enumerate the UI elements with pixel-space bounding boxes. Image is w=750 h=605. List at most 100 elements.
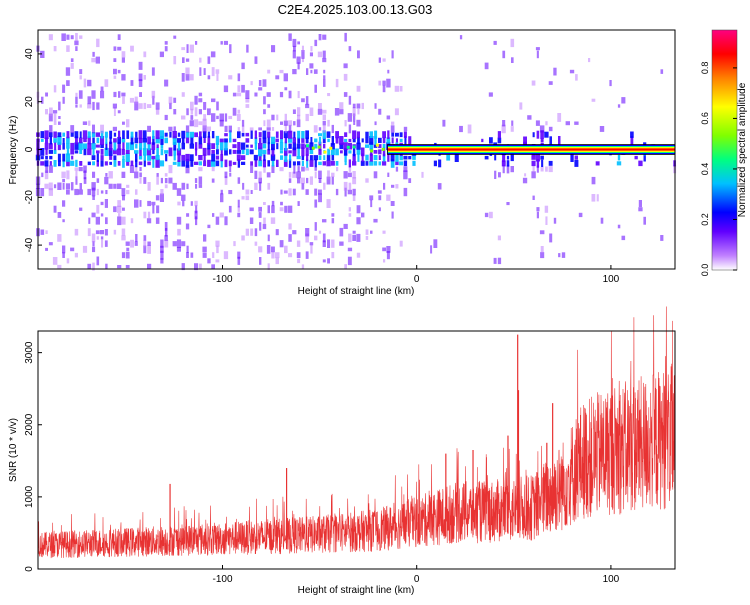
spectrogram-cell (591, 176, 596, 185)
spectrogram-cell (378, 161, 381, 166)
spectrogram-cell (79, 149, 83, 154)
spectrogram-cell (322, 259, 326, 263)
spectrogram-cell (173, 141, 177, 151)
spectrogram-cell (395, 184, 399, 189)
spectrogram-cell (207, 159, 211, 167)
spectrogram-cell (569, 69, 575, 74)
spectrogram-cell (267, 136, 270, 145)
spectrogram-cell (186, 44, 189, 53)
spectrogram-cell (70, 132, 74, 137)
spectrogram-cell (155, 155, 160, 161)
spectrogram-cell (323, 75, 326, 80)
snr-ytick-label: 3000 (24, 341, 35, 364)
spectrogram-cell (189, 131, 194, 138)
spectrogram-cell (323, 150, 327, 154)
spectrogram-cell (306, 144, 309, 148)
spectrogram-cell (83, 138, 87, 143)
spectrogram-cell (134, 101, 139, 111)
spectrogram-cell (293, 121, 296, 126)
spectrogram-cell (241, 62, 245, 70)
spectrogram-cell (275, 252, 280, 259)
spectrogram-cell (254, 170, 258, 179)
spectrogram-cell (91, 187, 96, 197)
spectrogram-cell (309, 52, 313, 57)
spectrogram-cell (172, 241, 177, 247)
spectrogram-cell (159, 130, 164, 139)
spectrogram-cell (323, 155, 326, 160)
spectrogram-cell (370, 199, 373, 208)
spectrogram-cell (168, 165, 173, 174)
spectrogram-cell (82, 130, 88, 139)
spectrogram-cell (189, 154, 194, 161)
spectrogram-cell (301, 147, 305, 157)
spectrogram-cell (147, 148, 152, 156)
spectrogram-cell (228, 125, 232, 133)
spectrogram-cell (322, 233, 326, 243)
spectrogram-cell (356, 119, 361, 127)
spectrogram-cell (348, 159, 351, 168)
spectrogram-cell (62, 183, 65, 190)
spectrogram-cell (78, 137, 83, 144)
spectrogram-cell (118, 91, 121, 98)
spectrogram-cell (190, 108, 194, 115)
spectrogram-cell (374, 103, 377, 109)
spectrogram-cell (531, 160, 536, 167)
spectrogram-cell (250, 190, 253, 194)
spectrogram-cell (237, 127, 240, 131)
spectrogram-cell (317, 108, 323, 115)
spectrogram-cell (309, 242, 314, 246)
spectrogram-cell (164, 41, 168, 45)
spectrogram-cell (181, 263, 185, 271)
spectrogram-cell (109, 136, 112, 144)
spectrogram-cell (536, 211, 539, 219)
snr-xtick-label: -100 (212, 574, 232, 585)
spectrogram-cell (263, 202, 266, 205)
spectrogram-cell (318, 136, 322, 144)
spectrogram-cell (143, 245, 147, 254)
spectrogram-cell (591, 194, 596, 202)
spectrogram-cell (207, 131, 210, 138)
spectrogram-cell (87, 136, 91, 145)
spectrogram-cell (310, 46, 313, 52)
spectrogram-cell (314, 39, 318, 47)
spectrogram-cell (254, 92, 258, 97)
spectrogram-cell (58, 160, 61, 167)
spectrogram-cell (216, 101, 219, 111)
spectrogram-cell (394, 85, 400, 92)
spectrogram-cell (288, 90, 292, 99)
spectrogram-cell (70, 62, 74, 69)
spectrogram-cell (267, 234, 270, 242)
spectrogram-cell (177, 141, 181, 151)
spectrogram-cell (52, 257, 58, 265)
spectrogram-cell (536, 159, 540, 168)
spectrogram-cell (365, 137, 369, 144)
spectrogram-cell (296, 252, 301, 258)
spectrogram-cell (403, 166, 408, 172)
spectrogram-cell (343, 92, 348, 97)
spectrogram-cell (62, 96, 65, 104)
snr-line (37, 306, 676, 559)
spectrogram-cell (347, 142, 352, 150)
spectrogram-cell (203, 102, 207, 110)
spectrogram-cell (232, 144, 237, 149)
spectrogram-cell (237, 177, 241, 184)
spectrogram-cell (421, 171, 424, 178)
spectrogram-cell (185, 223, 190, 230)
spectrogram-cell (189, 120, 194, 127)
spectrogram-ytick-label: -20 (24, 190, 35, 205)
spectrogram-cell (297, 258, 301, 264)
spectrogram-cell (301, 131, 305, 139)
spectrogram-cell (139, 142, 143, 150)
spectrogram-cell (199, 67, 202, 76)
spectrogram-cell (258, 160, 263, 167)
spectrogram-cell (48, 143, 53, 150)
spectrogram-cell (258, 171, 262, 179)
spectrogram-cell (160, 245, 164, 253)
spectrogram-cell (181, 73, 185, 82)
spectrogram-cell (49, 125, 53, 133)
spectrogram-cell (412, 160, 416, 166)
spectrogram-cell (233, 241, 236, 247)
spectrogram-cell (57, 153, 61, 162)
spectrogram-cell (254, 142, 258, 150)
